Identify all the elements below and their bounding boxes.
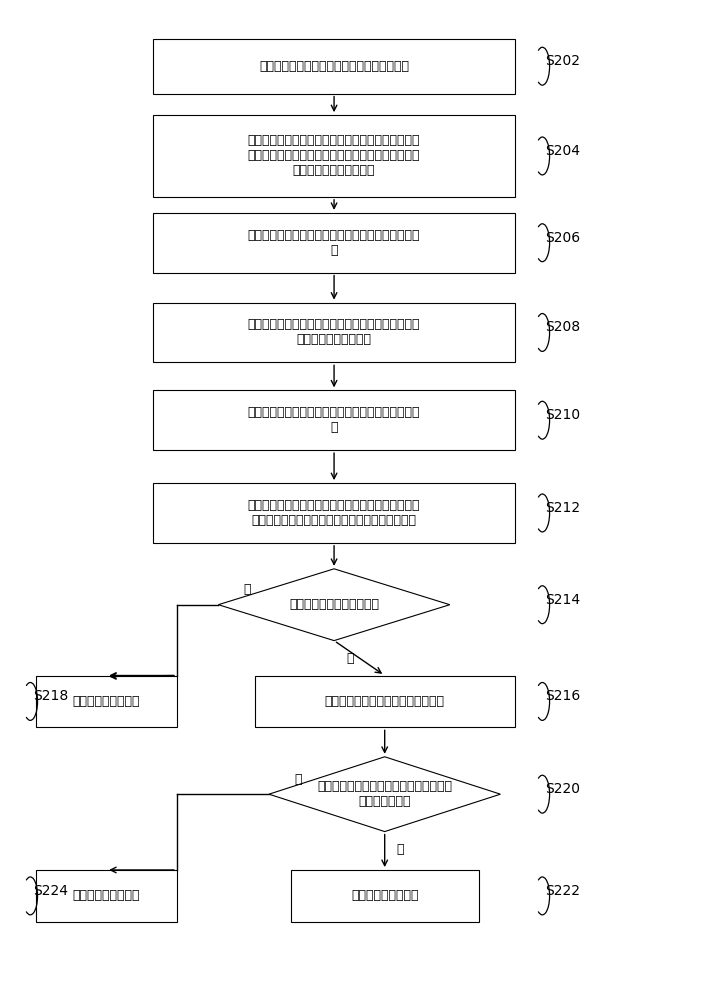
Text: 将初始有效电流值进行平方计算，得到感应电流校准
值: 将初始有效电流值进行平方计算，得到感应电流校准 值 [248, 229, 420, 257]
Polygon shape [219, 569, 450, 641]
Bar [255, 676, 515, 727]
Text: S214: S214 [545, 593, 580, 607]
Text: S220: S220 [545, 782, 580, 796]
Text: 对实际有效电流值进行平方计算，得到有效电流平方
值: 对实际有效电流值进行平方计算，得到有效电流平方 值 [248, 406, 420, 434]
Bar [153, 390, 515, 450]
Text: 判断校准电流值是否等于零: 判断校准电流值是否等于零 [289, 598, 379, 611]
Text: 确定校准电流值正确: 确定校准电流值正确 [73, 695, 140, 708]
Text: 否: 否 [346, 652, 354, 665]
Text: 是: 是 [243, 583, 251, 596]
Text: S208: S208 [545, 320, 580, 334]
Text: S222: S222 [545, 884, 580, 898]
Text: 利用电能表检测装置对待校准电能表提供电压: 利用电能表检测装置对待校准电能表提供电压 [259, 60, 409, 73]
Text: 确定校准电流值正确: 确定校准电流值正确 [73, 889, 140, 902]
Text: 确定校准电流值为零: 确定校准电流值为零 [351, 889, 418, 902]
Bar [36, 676, 176, 727]
Text: S206: S206 [545, 231, 580, 245]
Text: S224: S224 [33, 884, 68, 898]
Polygon shape [269, 757, 500, 832]
Text: S204: S204 [545, 144, 580, 158]
Text: 将有效电流平方值减去感应电流校准值，得到相减结
果，对相减结果进行平方根计算，得到校准电流值: 将有效电流平方值减去感应电流校准值，得到相减结 果，对相减结果进行平方根计算，得… [248, 499, 420, 527]
Text: 通过校表工具读取设置在待校准电能表中的计量芯片
的初始有效电流值，并将初始有效电流值作为待校准
电能表的初始有效电流值: 通过校表工具读取设置在待校准电能表中的计量芯片 的初始有效电流值，并将初始有效电… [248, 134, 420, 177]
Text: 判断基波电流有效值是否小于待检测电能
表的起动电流值: 判断基波电流有效值是否小于待检测电能 表的起动电流值 [317, 780, 452, 808]
Text: S218: S218 [33, 689, 68, 703]
Bar [153, 213, 515, 273]
Bar [36, 870, 176, 922]
Bar [153, 303, 515, 362]
Text: 否: 否 [294, 773, 302, 786]
Bar [153, 39, 515, 94]
Bar [153, 483, 515, 543]
Text: 是: 是 [397, 843, 404, 856]
Text: S216: S216 [545, 689, 581, 703]
Bar [290, 870, 478, 922]
Bar [153, 115, 515, 197]
Text: S202: S202 [545, 54, 580, 68]
Text: S210: S210 [545, 408, 580, 422]
Text: 获取待检测电能表的基波电流有效值: 获取待检测电能表的基波电流有效值 [325, 695, 445, 708]
Text: S212: S212 [545, 501, 580, 515]
Text: 利用与待校准电能表连接的工作电路，获取待校准电
能表的实际有效电流值: 利用与待校准电能表连接的工作电路，获取待校准电 能表的实际有效电流值 [248, 318, 420, 346]
